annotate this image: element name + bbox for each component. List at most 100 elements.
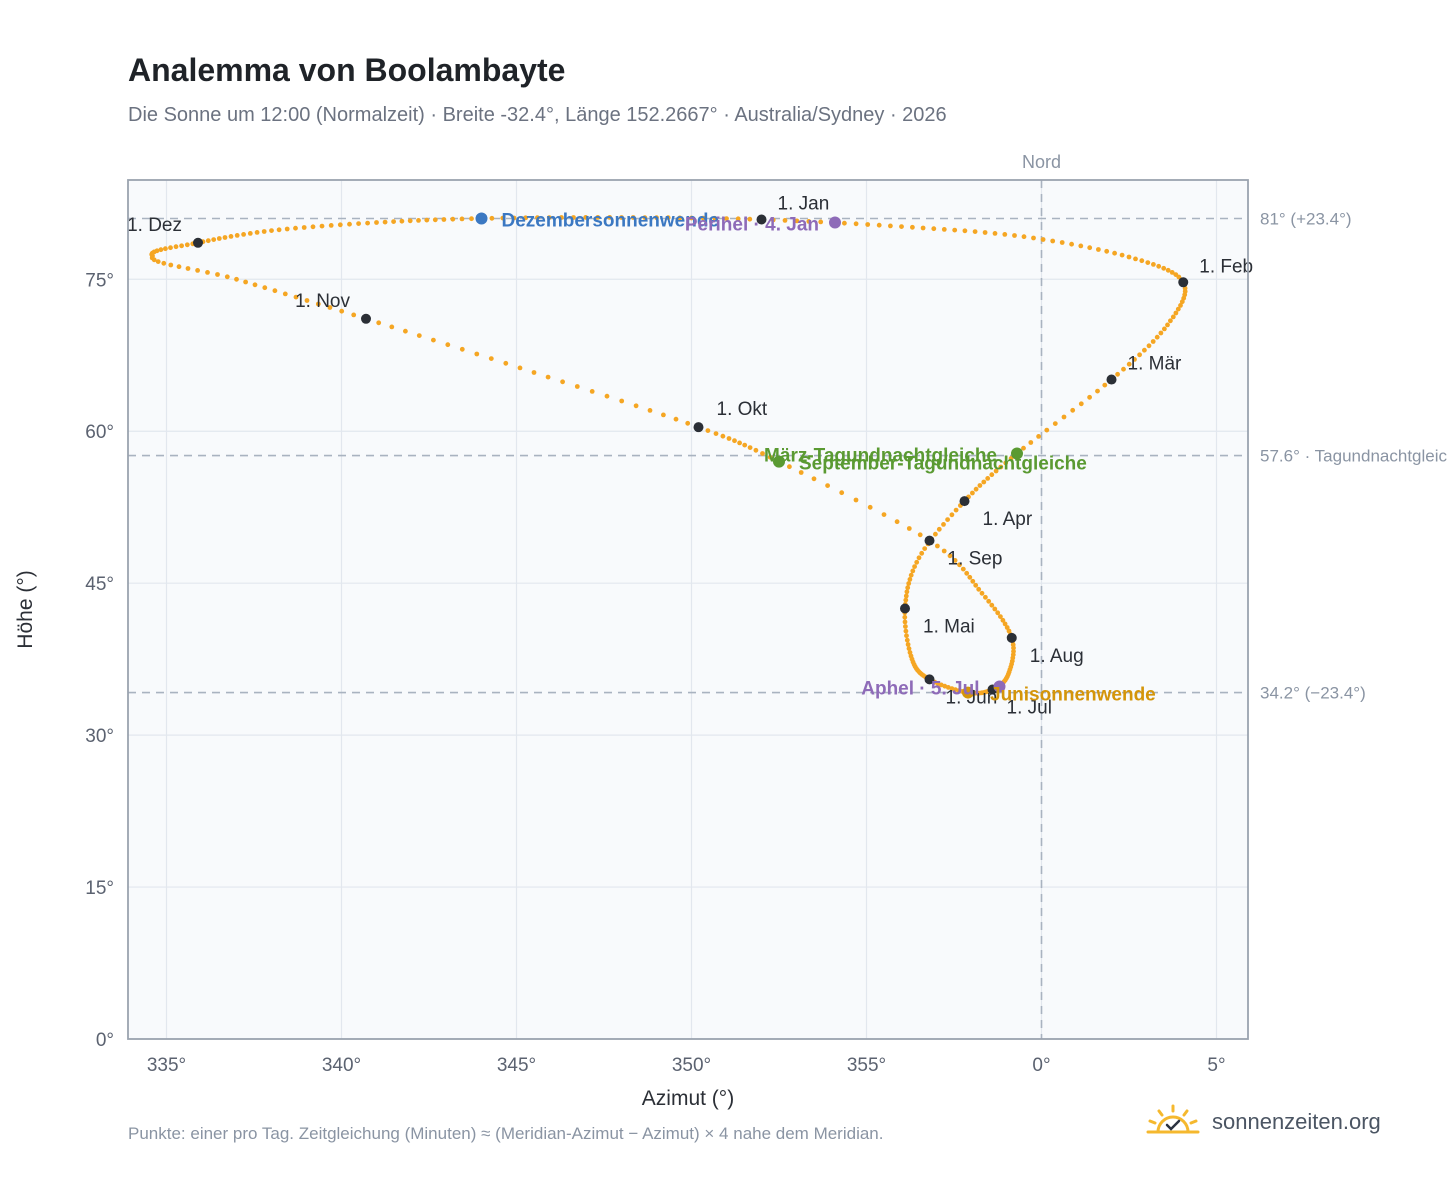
event-marker[interactable] [773, 455, 785, 468]
event-marker[interactable] [1011, 447, 1023, 460]
daily-sun-dot [907, 577, 913, 582]
daily-sun-dot [806, 219, 812, 224]
chart-subtitle: Die Sonne um 12:00 (Normalzeit) · Breite… [128, 104, 947, 126]
daily-sun-dot [252, 282, 258, 288]
brand-logo[interactable]: sonnenzeiten.org [1146, 1104, 1381, 1139]
daily-sun-dot [168, 245, 173, 251]
daily-sun-dot [903, 624, 908, 629]
daily-sun-dot [982, 230, 988, 235]
daily-sun-dot [282, 291, 288, 297]
daily-sun-dot [327, 305, 333, 310]
daily-sun-dot [964, 570, 970, 576]
month-marker[interactable] [924, 674, 935, 685]
daily-sun-dot [234, 233, 240, 238]
daily-sun-dot [301, 225, 307, 230]
daily-sun-dot [949, 512, 955, 518]
event-marker[interactable] [829, 216, 841, 229]
daily-sun-dot [914, 559, 920, 565]
daily-sun-dot [365, 220, 370, 226]
daily-sun-dot [604, 393, 610, 399]
daily-sun-dot [842, 220, 847, 226]
daily-sun-dot [205, 238, 211, 244]
daily-sun-dot [920, 225, 926, 231]
daily-sun-dot [1044, 427, 1050, 433]
event-marker[interactable] [475, 212, 488, 225]
daily-sun-dot [973, 582, 979, 588]
y-tick-label: 0° [96, 1030, 114, 1051]
daily-sun-dot [155, 259, 161, 264]
month-marker[interactable] [900, 603, 910, 614]
daily-sun-dot [315, 301, 321, 307]
daily-sun-dot [272, 288, 278, 294]
sun-check-icon [1146, 1104, 1200, 1139]
daily-sun-dot [1021, 445, 1026, 451]
daily-sun-dot [276, 227, 282, 233]
daily-sun-dot [1133, 256, 1138, 262]
daily-sun-dot [912, 564, 917, 569]
month-marker[interactable] [924, 535, 935, 546]
daily-sun-dot [1012, 233, 1017, 238]
daily-sun-dot [916, 555, 922, 561]
daily-sun-dot [195, 268, 201, 273]
daily-sun-dot [154, 248, 160, 254]
daily-sun-dot [983, 594, 988, 600]
daily-sun-dot [910, 568, 916, 574]
daily-sun-dot [247, 231, 253, 236]
daily-sun-dot [337, 222, 343, 228]
daily-sun-dot [767, 454, 773, 460]
month-marker[interactable] [756, 214, 767, 225]
daily-sun-dot [865, 222, 871, 227]
reference-line-label: 34.2° (−23.4°) [1260, 684, 1366, 703]
daily-sun-dot [185, 266, 191, 271]
daily-sun-dot [1175, 306, 1181, 312]
daily-sun-dot [894, 519, 900, 525]
daily-sun-dot [737, 440, 742, 446]
daily-sun-dot [633, 403, 639, 409]
daily-sun-dot [1146, 343, 1152, 349]
event-marker[interactable] [962, 686, 974, 699]
daily-sun-dot [976, 586, 982, 592]
daily-sun-dot [919, 550, 925, 556]
month-marker[interactable] [1178, 277, 1189, 288]
daily-sun-dot [979, 590, 985, 596]
month-marker[interactable] [1006, 632, 1017, 643]
daily-sun-dot [689, 215, 694, 221]
daily-sun-dot [261, 229, 267, 234]
daily-sun-dot [903, 628, 909, 634]
daily-sun-dot [619, 215, 624, 220]
daily-sun-dot [176, 264, 182, 270]
month-marker[interactable] [959, 496, 970, 507]
daily-sun-dot [941, 522, 946, 527]
daily-sun-dot [962, 228, 968, 234]
daily-sun-dot [720, 433, 726, 439]
event-marker[interactable] [993, 680, 1006, 693]
daily-sun-dot [222, 235, 228, 240]
daily-sun-dot [853, 221, 859, 227]
daily-sun-dot [992, 231, 998, 236]
daily-sun-dot [977, 483, 983, 488]
daily-sun-dot [952, 227, 958, 233]
daily-sun-dot [241, 232, 247, 237]
y-tick-label: 45° [85, 574, 114, 595]
daily-sun-dot [619, 398, 625, 404]
month-marker[interactable] [193, 237, 203, 248]
daily-sun-dot [205, 270, 210, 275]
daily-sun-dot [935, 543, 940, 549]
event-label: Dezembersonnenwende [502, 210, 720, 231]
daily-sun-dot [234, 276, 239, 282]
month-marker[interactable] [1106, 374, 1117, 385]
daily-sun-dot [1050, 238, 1056, 244]
month-marker[interactable] [693, 422, 704, 433]
daily-sun-dot [560, 379, 565, 385]
month-marker[interactable] [361, 313, 371, 324]
daily-sun-dot [583, 215, 589, 220]
daily-sun-dot [787, 464, 792, 470]
brand-name: sonnenzeiten.org [1212, 1108, 1381, 1134]
daily-sun-dot [945, 685, 951, 690]
daily-sun-dot [1070, 407, 1076, 413]
daily-sun-dot [1061, 414, 1067, 420]
daily-sun-dot [967, 574, 973, 580]
daily-sun-dot [839, 490, 845, 496]
daily-sun-dot [933, 531, 938, 537]
